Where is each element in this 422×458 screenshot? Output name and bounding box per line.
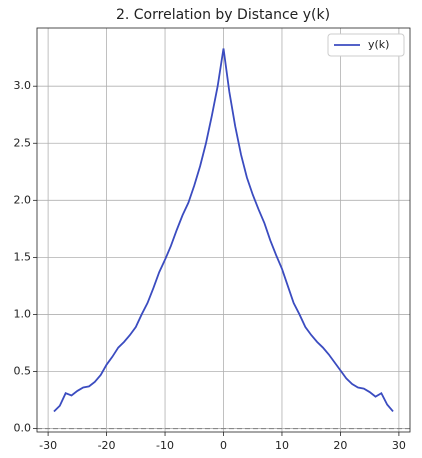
y-tick-label: 1.0: [14, 307, 32, 320]
x-tick-label: -10: [156, 439, 174, 452]
y-tick-label: 0.0: [14, 422, 32, 435]
y-tick-label: 3.0: [14, 79, 32, 92]
x-tick-label: 20: [333, 439, 347, 452]
legend-label: y(k): [368, 38, 389, 51]
plot-frame: [36, 27, 411, 433]
chart-title: 2. Correlation by Distance y(k): [116, 7, 330, 23]
x-tick-label: 10: [275, 439, 289, 452]
x-tick-label: -30: [39, 439, 57, 452]
x-tick-label: 30: [392, 439, 406, 452]
legend-box: [327, 33, 405, 57]
data-line: [53, 48, 394, 413]
x-tick-label: -20: [98, 439, 116, 452]
y-tick-label: 0.5: [14, 365, 32, 378]
x-tick-label: 0: [220, 439, 227, 452]
y-tick-label: 2.5: [14, 136, 32, 149]
y-tick-label: 2.0: [14, 193, 32, 206]
y-tick-label: 1.5: [14, 250, 32, 263]
